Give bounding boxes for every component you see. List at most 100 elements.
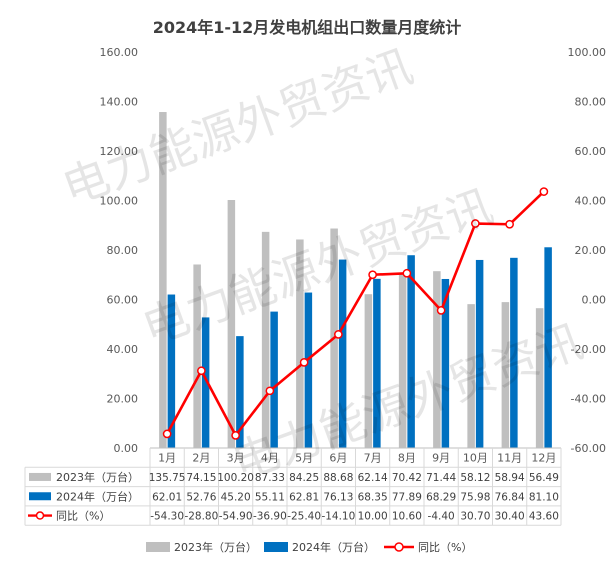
y2-axis-tick-label: 80.00 [575, 96, 607, 109]
legend-label: 2024年（万台） [292, 540, 375, 554]
legend-label: 同比（%） [418, 541, 472, 554]
y-axis-tick-label: 20.00 [107, 393, 139, 406]
bar-2024 [338, 259, 347, 448]
table-cell: -54.90 [219, 511, 253, 523]
bar-2023 [261, 231, 270, 448]
table-cell: 62.14 [358, 472, 388, 484]
table-cell: 76.84 [495, 491, 525, 503]
table-cell: 76.13 [323, 491, 353, 503]
table-cell: 45.20 [221, 491, 251, 503]
x-axis-tick-label: 2月 [192, 452, 210, 465]
table-cell: 70.42 [392, 472, 422, 484]
x-axis-tick-label: 6月 [329, 452, 347, 465]
x-axis-tick-label: 7月 [364, 452, 382, 465]
yoy-point [265, 386, 275, 396]
y-axis-tick-label: 160.00 [100, 46, 139, 59]
table-cell: 10.60 [392, 511, 422, 523]
yoy-point [162, 429, 172, 439]
yoy-point [368, 270, 377, 280]
legend-label: 2023年（万台） [174, 540, 257, 554]
table-series-name: 同比（%） [56, 510, 110, 523]
table-cell: 62.81 [289, 491, 319, 503]
table-cell: 52.76 [186, 491, 216, 503]
bar-2024 [475, 259, 484, 448]
table-cell: 74.15 [186, 472, 216, 484]
bar-2024 [441, 278, 450, 448]
y2-axis-tick-label: -40.00 [571, 393, 606, 406]
y2-axis-tick-label: 40.00 [575, 195, 607, 208]
table-cell: 81.10 [529, 491, 559, 503]
table-cell: 77.89 [392, 491, 422, 503]
table-cell: 88.68 [323, 472, 353, 484]
bar-2023 [227, 200, 236, 448]
x-axis-tick-label: 10月 [463, 452, 488, 465]
bar-2023 [467, 304, 475, 448]
table-cell: -14.10 [321, 511, 355, 523]
table-cell: 68.35 [358, 491, 388, 503]
table-cell: -54.30 [150, 511, 184, 523]
table-series-name: 2023年（万台） [56, 470, 139, 484]
table-cell: 71.44 [426, 472, 456, 484]
yoy-line [165, 190, 545, 437]
y2-axis-tick-label: -20.00 [571, 343, 606, 356]
bar-2024 [304, 292, 313, 448]
bar-2023 [398, 273, 407, 448]
table-cell: 100.20 [217, 472, 254, 484]
table-cell: 56.49 [529, 472, 559, 484]
bar-2023 [296, 239, 304, 448]
table-cell: 87.33 [255, 472, 285, 484]
table-cell: -28.80 [184, 511, 218, 523]
chart-title: 2024年1-12月发电机组出口数量月度统计 [153, 18, 462, 37]
yoy-point [539, 187, 549, 196]
yoy-point [436, 306, 446, 315]
bar-2024 [407, 255, 415, 448]
table-cell: -4.40 [428, 511, 455, 523]
bar-2024 [510, 257, 518, 448]
bar-2023 [433, 271, 441, 448]
yoy-point [402, 268, 412, 278]
y2-axis-tick-label: 60.00 [575, 145, 607, 158]
bar-2023 [193, 264, 201, 448]
y-axis-tick-label: 100.00 [100, 195, 139, 208]
y-axis-tick-label: 0.00 [114, 442, 139, 455]
bar-2023 [364, 294, 373, 448]
bar-2024 [201, 317, 210, 448]
table-cell: 84.25 [289, 472, 319, 484]
table-legend-key [29, 492, 51, 501]
yoy-point [231, 431, 240, 440]
yoy-point [505, 219, 514, 229]
yoy-point [471, 219, 480, 228]
x-axis-tick-label: 8月 [398, 452, 416, 465]
table-cell: 135.75 [149, 472, 186, 484]
bar-2024 [167, 294, 176, 448]
bar-2023 [535, 308, 544, 448]
bar-2023 [159, 112, 167, 449]
x-axis-tick-label: 5月 [295, 452, 313, 465]
y2-axis-tick-label: 100.00 [568, 46, 607, 59]
table-cell: -25.40 [287, 511, 321, 523]
y-axis-tick-label: 40.00 [107, 343, 139, 356]
bar-2023 [501, 302, 510, 448]
legend-swatch [264, 542, 288, 552]
bar-2024 [236, 336, 244, 448]
table-cell: 75.98 [460, 491, 490, 503]
x-axis-tick-label: 12月 [531, 452, 556, 465]
table-cell: 68.29 [426, 491, 456, 503]
table-cell: -36.90 [253, 511, 287, 523]
table-series-name: 2024年（万台） [56, 489, 139, 503]
yoy-point [197, 366, 206, 376]
x-axis-tick-label: 3月 [227, 452, 245, 465]
table-cell: 30.40 [495, 511, 525, 523]
y2-axis-tick-label: 0.00 [582, 294, 607, 307]
bar-2024 [544, 247, 552, 448]
yoy-point [334, 330, 343, 339]
y-axis-tick-label: 140.00 [100, 96, 139, 109]
x-axis-tick-label: 1月 [158, 452, 176, 465]
table-cell: 55.11 [255, 491, 285, 503]
table-cell: 58.94 [495, 472, 525, 484]
table-cell: 10.00 [358, 511, 388, 523]
y2-axis-tick-label: 20.00 [575, 244, 607, 257]
y-axis-tick-label: 80.00 [107, 244, 139, 257]
